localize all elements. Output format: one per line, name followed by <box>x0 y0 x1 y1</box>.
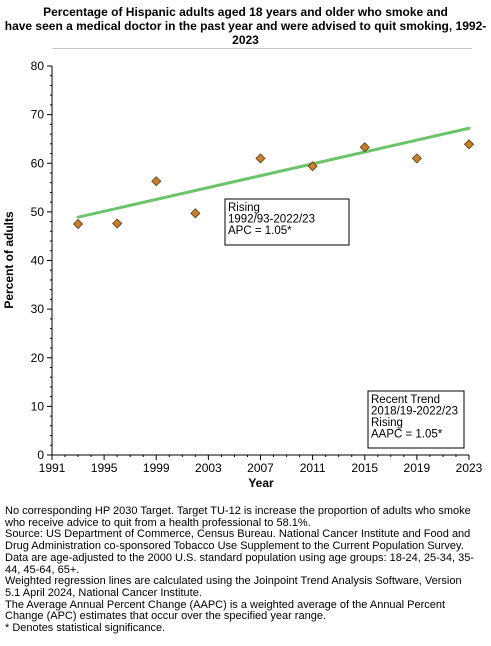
annotation-text: Rising <box>228 202 260 214</box>
y-tick-label: 30 <box>31 302 45 316</box>
y-axis: 0 10 20 30 40 50 60 70 80 <box>31 59 52 462</box>
data-point <box>72 218 84 230</box>
x-tick-label: 2003 <box>195 461 222 475</box>
trend-line <box>76 126 471 219</box>
annotation-text: 2018/19-2022/23 <box>371 406 458 418</box>
footnote-line: who receive advice to quit from a health… <box>5 516 311 529</box>
title-divider <box>52 48 472 49</box>
footnote-line: 5.1 April 2024, National Cancer Institut… <box>5 586 202 599</box>
y-tick-label: 40 <box>31 254 45 268</box>
footnote-line: Weighted regression lines are calculated… <box>5 575 462 588</box>
annotation-box <box>367 390 465 449</box>
data-point <box>190 208 201 219</box>
data-point <box>255 153 266 164</box>
footnote-line: Source: US Department of Commerce, Censu… <box>5 528 471 541</box>
footnote-line: Drug Administration co-sponsored Tobacco… <box>5 540 464 553</box>
footnote-line: The Average Annual Percent Change (AAPC)… <box>5 598 446 611</box>
y-tick-label: 20 <box>31 351 45 365</box>
y-tick-label: 70 <box>31 108 45 122</box>
y-tick-label: 50 <box>31 205 45 219</box>
annotation-text: Rising <box>371 417 403 429</box>
data-point <box>359 142 370 153</box>
y-axis-title: Percent of adults <box>2 211 16 309</box>
x-tick-label: 2007 <box>247 461 274 475</box>
x-tick-label: 2023 <box>456 461 483 475</box>
data-point <box>307 161 318 172</box>
x-tick-label: 1991 <box>39 461 66 475</box>
footnotes: No corresponding HP 2030 Target. Target … <box>5 505 489 635</box>
plot-frame <box>51 66 469 456</box>
chart-title: Percentage of Hispanic adults aged 18 ye… <box>0 5 491 47</box>
x-tick-label: 2019 <box>404 461 431 475</box>
y-tick-label: 10 <box>31 399 45 413</box>
footnote-line: Data are age-adjusted to the 2000 U.S. s… <box>5 551 475 564</box>
chart-title-line-1: Percentage of Hispanic adults aged 18 ye… <box>43 5 448 19</box>
annotation-box <box>224 198 350 246</box>
y-tick-label: 60 <box>31 156 45 170</box>
annotation-text: APC = 1.05* <box>228 225 292 237</box>
y-tick-label: 0 <box>37 448 44 462</box>
data-point <box>112 218 123 229</box>
x-tick-label: 1995 <box>91 461 118 475</box>
annotation-text: Recent Trend <box>371 394 440 406</box>
data-point <box>411 153 422 164</box>
y-tick-label: 80 <box>31 59 45 73</box>
data-point <box>463 139 475 150</box>
chart-title-line-3: 2023 <box>232 33 259 47</box>
x-tick-label: 2011 <box>300 461 326 475</box>
x-axis: 1991 1995 1999 2003 2007 2011 2015 2019 2023 <box>39 455 483 475</box>
x-tick-label: 2015 <box>351 461 378 475</box>
data-point <box>151 176 162 187</box>
x-tick-label: 1999 <box>143 461 170 475</box>
footnote-line: * Denotes statistical significance. <box>5 622 166 635</box>
x-axis-title: Year <box>248 476 274 490</box>
chart-title-line-2: have seen a medical doctor in the past y… <box>4 19 487 33</box>
footnote-line: 44, 45-64, 65+. <box>5 563 80 576</box>
annotation-text: 1992/93-2022/23 <box>228 214 315 226</box>
footnote-line: No corresponding HP 2030 Target. Target … <box>5 505 471 517</box>
data-points-layer <box>72 139 475 230</box>
chart-canvas: 0 10 20 30 40 50 60 70 80 1991 1995 1999 2003 2007 20… <box>2 59 483 490</box>
annotation-text: AAPC = 1.05* <box>371 429 443 441</box>
footnote-line: Change (APC) estimates that occur over t… <box>5 610 326 623</box>
trend-line-layer <box>76 126 471 219</box>
